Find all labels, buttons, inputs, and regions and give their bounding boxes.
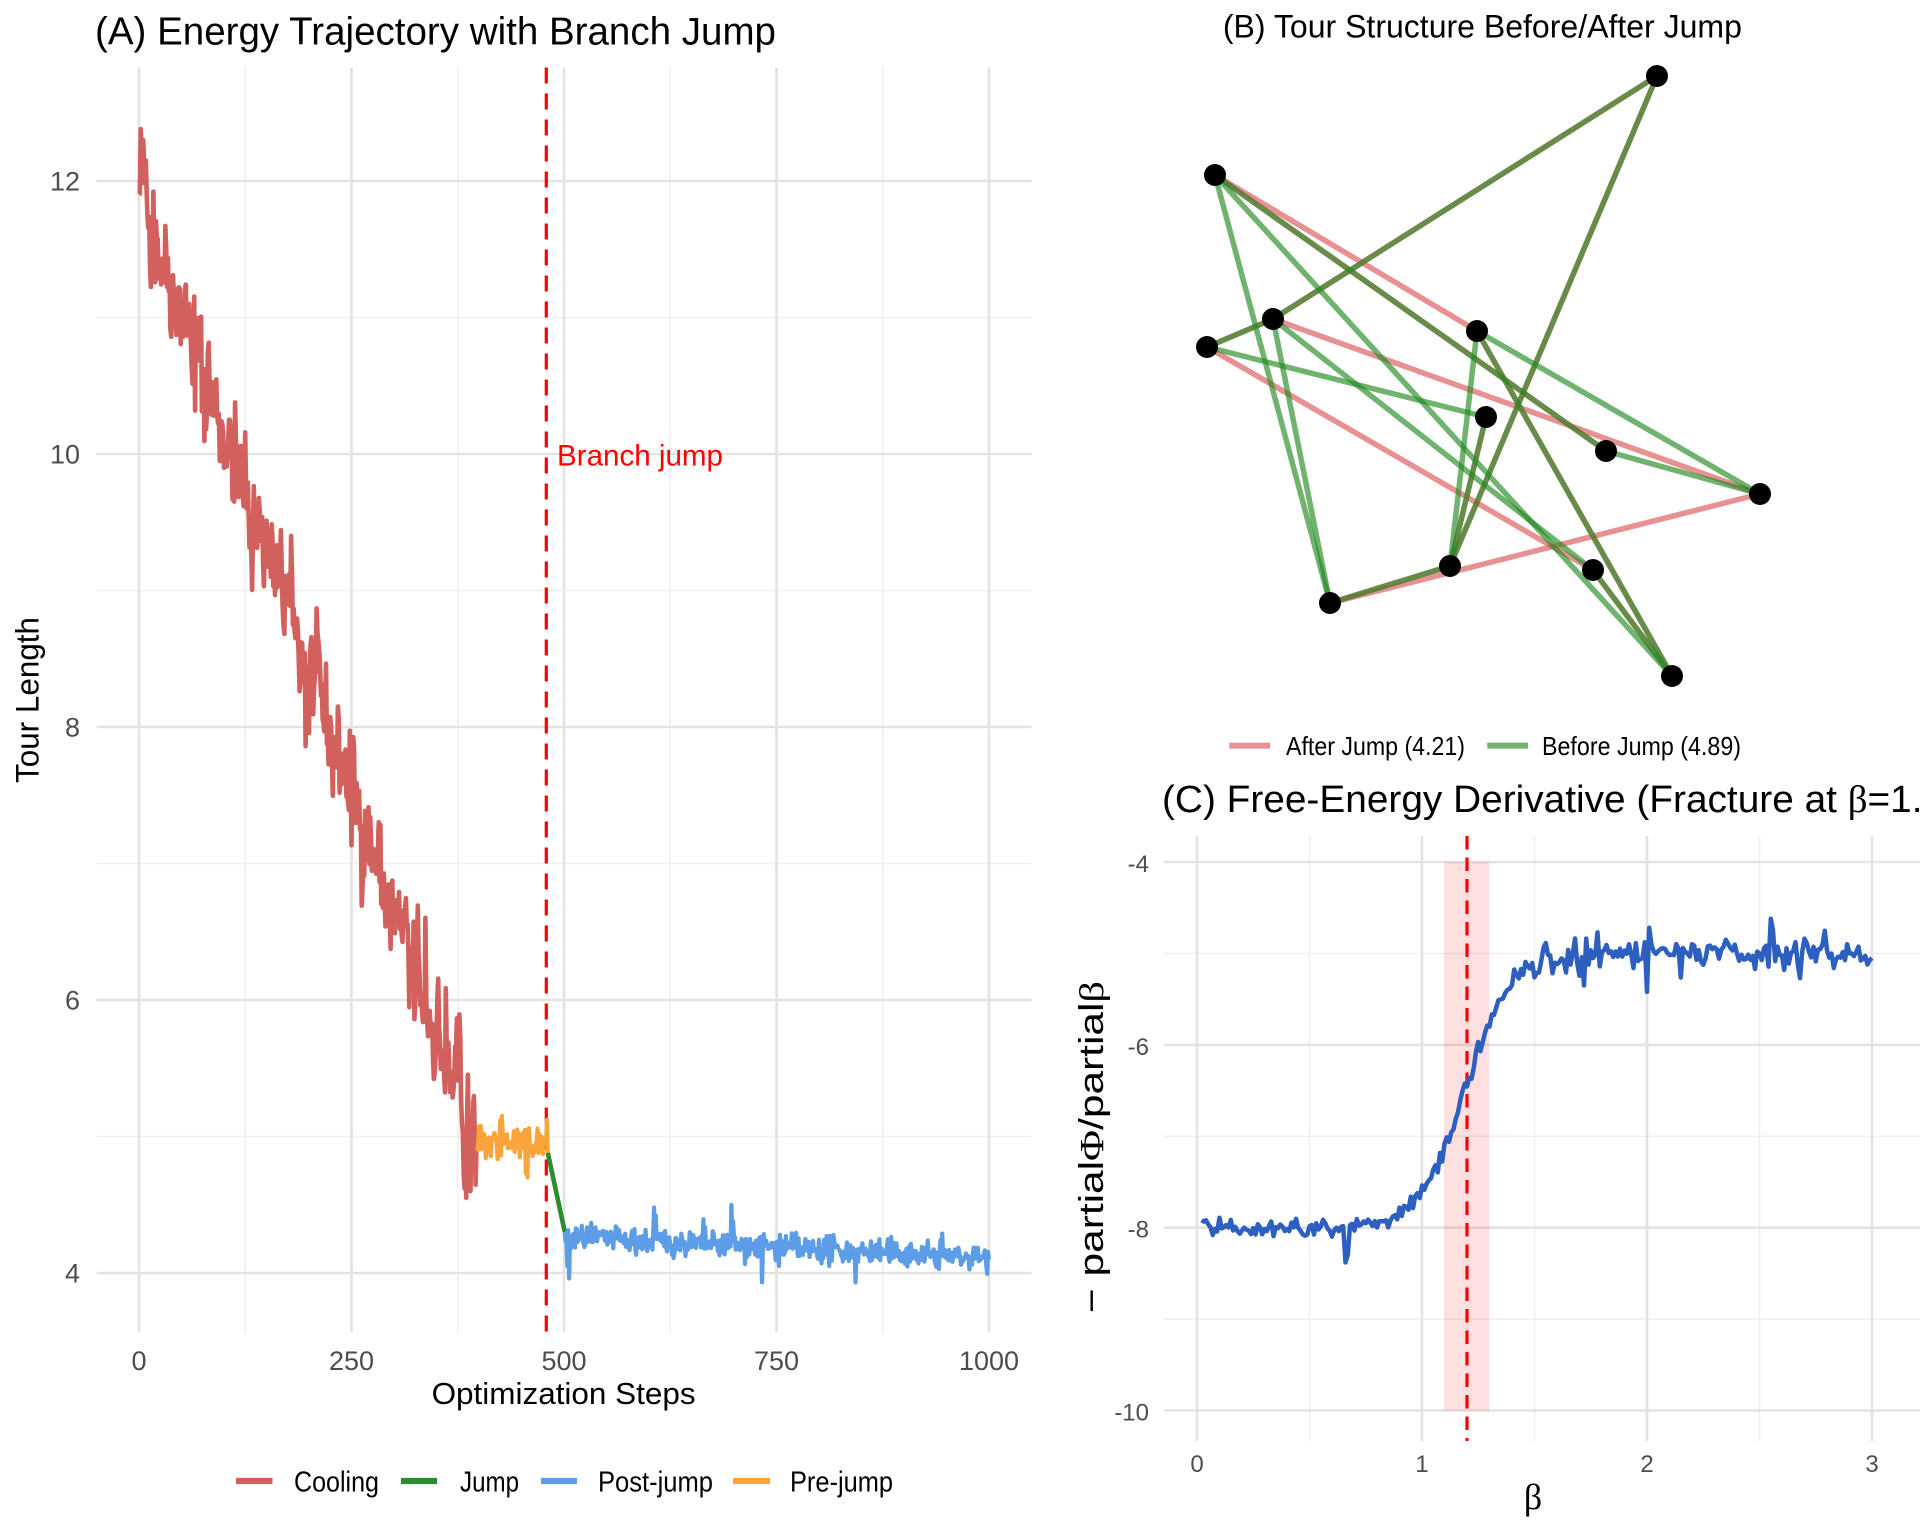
svg-text:1: 1 — [1415, 1451, 1428, 1478]
svg-text:2: 2 — [1640, 1451, 1653, 1478]
svg-text:250: 250 — [329, 1346, 374, 1376]
svg-text:500: 500 — [541, 1346, 586, 1376]
svg-text:-6: -6 — [1128, 1034, 1149, 1061]
svg-text:-4: -4 — [1128, 851, 1149, 878]
svg-text:12: 12 — [50, 167, 80, 197]
svg-text:After Jump (4.21): After Jump (4.21) — [1286, 731, 1465, 761]
svg-text:Cooling: Cooling — [294, 1466, 379, 1498]
svg-text:− partialΦ/partialβ: − partialΦ/partialβ — [1073, 981, 1111, 1313]
svg-text:0: 0 — [131, 1346, 146, 1376]
svg-text:0: 0 — [1190, 1451, 1203, 1478]
svg-text:-8: -8 — [1128, 1217, 1149, 1244]
svg-text:6: 6 — [65, 986, 80, 1016]
svg-text:(B) Tour Structure Before/Afte: (B) Tour Structure Before/After Jump — [1223, 9, 1742, 45]
svg-text:Jump: Jump — [460, 1466, 519, 1498]
svg-text:750: 750 — [754, 1346, 799, 1376]
svg-text:4: 4 — [65, 1259, 80, 1289]
svg-text:1000: 1000 — [959, 1346, 1019, 1376]
svg-text:8: 8 — [65, 713, 80, 743]
svg-text:Branch jump: Branch jump — [557, 440, 723, 473]
svg-text:(C) Free-Energy Derivative (Fr: (C) Free-Energy Derivative (Fracture at … — [1162, 779, 1920, 821]
svg-text:β: β — [1524, 1477, 1542, 1517]
svg-text:Post-jump: Post-jump — [598, 1466, 713, 1498]
svg-text:3: 3 — [1865, 1451, 1878, 1478]
svg-text:Pre-jump: Pre-jump — [790, 1466, 893, 1498]
svg-text:(A) Energy Trajectory with Bra: (A) Energy Trajectory with Branch Jump — [95, 11, 776, 54]
svg-text:-10: -10 — [1114, 1400, 1149, 1427]
svg-text:10: 10 — [50, 440, 80, 470]
svg-text:Tour Length: Tour Length — [9, 617, 45, 783]
svg-text:Optimization Steps: Optimization Steps — [432, 1376, 696, 1411]
svg-text:Before Jump (4.89): Before Jump (4.89) — [1542, 731, 1741, 761]
